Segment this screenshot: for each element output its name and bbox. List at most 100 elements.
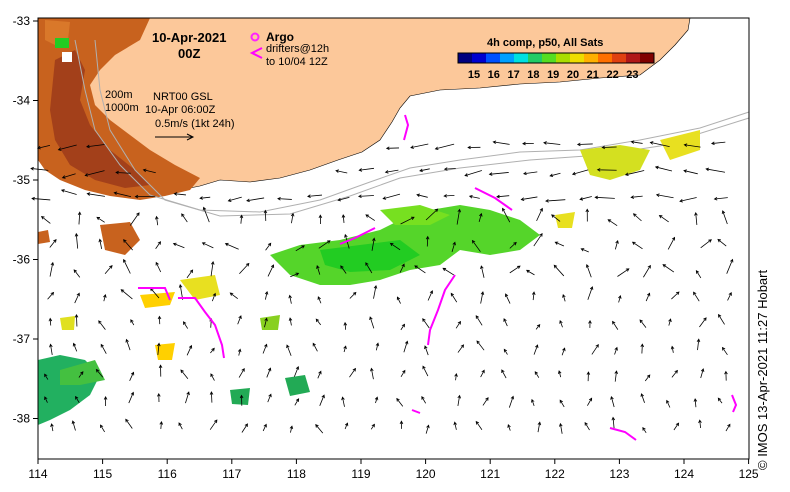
current-arrow: [98, 238, 103, 250]
current-vectors: [30, 140, 734, 434]
current-arrow: [668, 318, 672, 326]
current-arrow: [229, 292, 239, 300]
colorbar-swatch: [500, 53, 515, 63]
current-arrow: [286, 344, 292, 356]
current-arrow: [673, 422, 680, 431]
current-arrow: [104, 265, 113, 275]
current-arrow: [210, 373, 215, 381]
current-arrow: [262, 423, 267, 432]
current-arrow: [319, 394, 325, 406]
current-arrow: [396, 296, 401, 304]
current-arrow: [241, 423, 248, 433]
current-arrow: [467, 145, 481, 150]
current-arrow: [693, 291, 700, 302]
current-arrow: [618, 295, 622, 303]
x-tick-label: 114: [28, 467, 47, 481]
current-arrow: [120, 289, 133, 300]
current-arrow: [553, 264, 565, 277]
current-arrow: [44, 373, 49, 380]
current-arrow: [178, 422, 183, 430]
current-arrow: [78, 371, 84, 378]
current-arrow: [115, 170, 131, 175]
current-arrow: [382, 193, 401, 200]
current-arrow: [307, 194, 323, 198]
current-arrow: [317, 370, 322, 379]
x-axis: 114 115 116 117 118 119 120 121 122 123 124 125: [28, 459, 759, 481]
current-arrow: [434, 143, 455, 151]
current-arrow: [579, 196, 592, 201]
current-arrow: [123, 239, 133, 251]
current-arrow: [453, 421, 457, 430]
colorbar-swatch: [542, 53, 557, 63]
current-arrow: [520, 196, 538, 201]
current-arrow: [400, 369, 406, 378]
colorbar-swatch: [528, 53, 543, 63]
current-arrow: [414, 265, 426, 274]
current-arrow: [713, 196, 728, 201]
current-arrow: [717, 397, 723, 404]
current-arrow: [77, 211, 82, 225]
drifters-line2: to 10/04 12Z: [266, 56, 328, 68]
colorbar-swatch: [598, 53, 613, 63]
argo-icon: [250, 32, 260, 42]
current-arrow: [199, 196, 211, 200]
current-arrow: [158, 364, 163, 377]
current-arrow: [365, 262, 373, 274]
drifter-icon: [249, 47, 263, 59]
x-tick-label: 122: [545, 467, 565, 481]
current-arrow: [416, 193, 428, 198]
current-arrow: [534, 371, 540, 378]
current-arrow: [201, 242, 214, 249]
current-arrow: [125, 338, 131, 351]
current-arrow: [31, 196, 51, 201]
current-arrow: [343, 321, 348, 330]
colorbar-swatch: [472, 53, 487, 63]
current-arrow: [545, 199, 566, 203]
current-arrow: [531, 398, 535, 407]
current-arrow: [496, 194, 510, 199]
current-arrow: [403, 340, 409, 353]
current-arrow: [611, 416, 616, 429]
current-arrow: [662, 264, 675, 273]
current-arrow: [47, 291, 55, 300]
current-arrow: [71, 420, 76, 431]
current-arrow: [509, 265, 521, 274]
current-arrow: [727, 291, 732, 301]
current-arrow: [504, 293, 511, 304]
current-arrow: [186, 344, 193, 356]
x-tick-label: 117: [222, 467, 241, 481]
current-arrow: [478, 212, 483, 222]
current-arrow: [239, 262, 250, 275]
current-arrow: [290, 272, 300, 278]
current-arrow: [264, 317, 268, 328]
current-arrow: [457, 394, 461, 406]
colorbar-swatch: [458, 53, 473, 63]
isobath-1000-label: 1000m: [105, 102, 139, 114]
current-arrow: [554, 241, 565, 247]
colorbar-swatch: [640, 53, 655, 63]
current-arrow: [40, 215, 51, 224]
current-arrow: [424, 345, 429, 356]
argo-label: Argo: [266, 30, 294, 44]
current-arrow: [337, 197, 350, 202]
y-tick-label: -33: [13, 14, 31, 28]
current-arrow: [210, 261, 215, 277]
current-arrow: [186, 269, 194, 279]
current-arrow: [427, 290, 434, 301]
current-arrow: [422, 318, 430, 329]
current-arrow: [671, 291, 680, 300]
current-arrow: [396, 397, 404, 407]
current-arrow: [410, 143, 429, 149]
colorbar-swatch: [486, 53, 501, 63]
current-arrow: [349, 291, 357, 299]
current-arrow: [317, 296, 322, 304]
current-arrow: [358, 167, 375, 172]
current-arrow: [695, 270, 702, 279]
x-tick-label: 123: [609, 467, 629, 481]
current-arrow: [227, 196, 242, 202]
map-date: 10-Apr-2021: [152, 30, 226, 45]
current-arrow: [696, 338, 701, 351]
current-arrow: [289, 425, 294, 433]
current-arrow: [561, 347, 566, 356]
current-arrow: [75, 395, 80, 403]
